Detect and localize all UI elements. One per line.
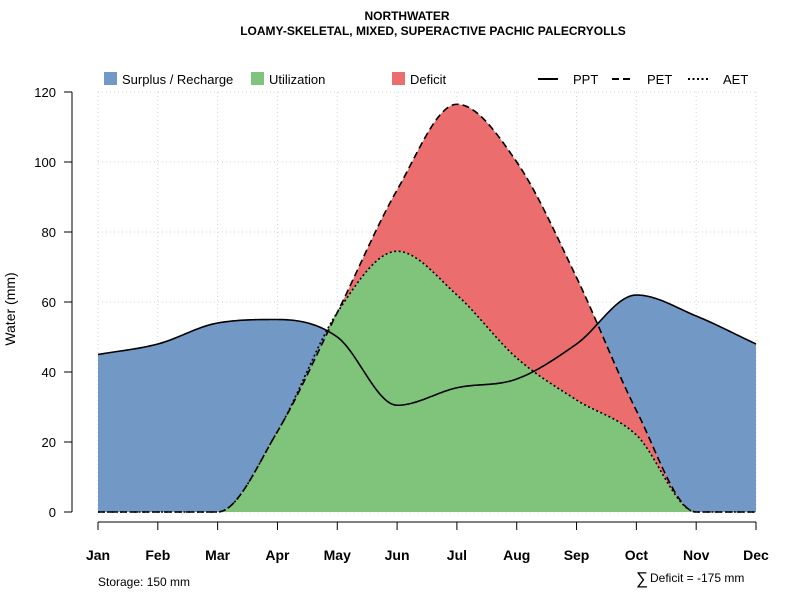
x-tick-label: Nov (683, 547, 710, 563)
legend: Surplus / Recharge Utilization Deficit PPT P… (104, 72, 748, 87)
deficit-annotation: Deficit = -175 mm (650, 571, 744, 585)
legend-label-surplus-recharge: Surplus / Recharge (122, 72, 233, 87)
deficit-area (98, 104, 756, 512)
series-line-aet (98, 250, 756, 513)
legend-label-deficit: Deficit (410, 72, 447, 87)
x-tick-label: Jul (447, 547, 467, 563)
y-tick-label: 0 (49, 505, 56, 520)
x-tick-label: Sep (564, 547, 590, 563)
y-tick-label: 100 (34, 155, 56, 170)
legend-label-pet: PET (647, 72, 672, 87)
series-line-pet (98, 103, 756, 513)
y-tick-label: 20 (42, 435, 56, 450)
axes: 0 20 40 60 80 100 120 Jan Feb Mar Apr May Jun Jul Aug S… (34, 85, 769, 563)
series-lines (97, 103, 757, 513)
x-tick-label: Aug (503, 547, 530, 563)
legend-swatch-deficit (392, 72, 405, 85)
x-tick-label: Apr (265, 547, 290, 563)
x-tick-label: Mar (205, 547, 230, 563)
legend-label-utilization: Utilization (269, 72, 325, 87)
x-tick-label: May (324, 547, 351, 563)
surplus-recharge-area (98, 104, 756, 512)
x-tick-label: Jan (86, 547, 110, 563)
chart-subtitle: LOAMY-SKELETAL, MIXED, SUPERACTIVE PACHI… (240, 24, 626, 38)
y-tick-label: 120 (34, 85, 56, 100)
legend-label-aet: AET (723, 72, 748, 87)
area-fills (98, 104, 756, 512)
y-tick-label: 80 (42, 225, 56, 240)
sum-icon: ∑ (636, 569, 648, 588)
legend-swatch-utilization (251, 72, 264, 85)
y-tick-label: 60 (42, 295, 56, 310)
chart-title: NORTHWATER (364, 9, 449, 23)
utilization-area (98, 251, 756, 512)
y-tick-label: 40 (42, 365, 56, 380)
x-tick-label: Jun (385, 547, 410, 563)
x-tick-label: Feb (145, 547, 170, 563)
x-tick-label: Dec (743, 547, 769, 563)
legend-swatch-surplus-recharge (104, 72, 117, 85)
y-axis-label: Water (mm) (2, 272, 18, 345)
legend-label-ppt: PPT (573, 72, 598, 87)
series-line-ppt (97, 294, 757, 407)
x-tick-label: Oct (625, 547, 649, 563)
storage-annotation: Storage: 150 mm (98, 575, 190, 589)
